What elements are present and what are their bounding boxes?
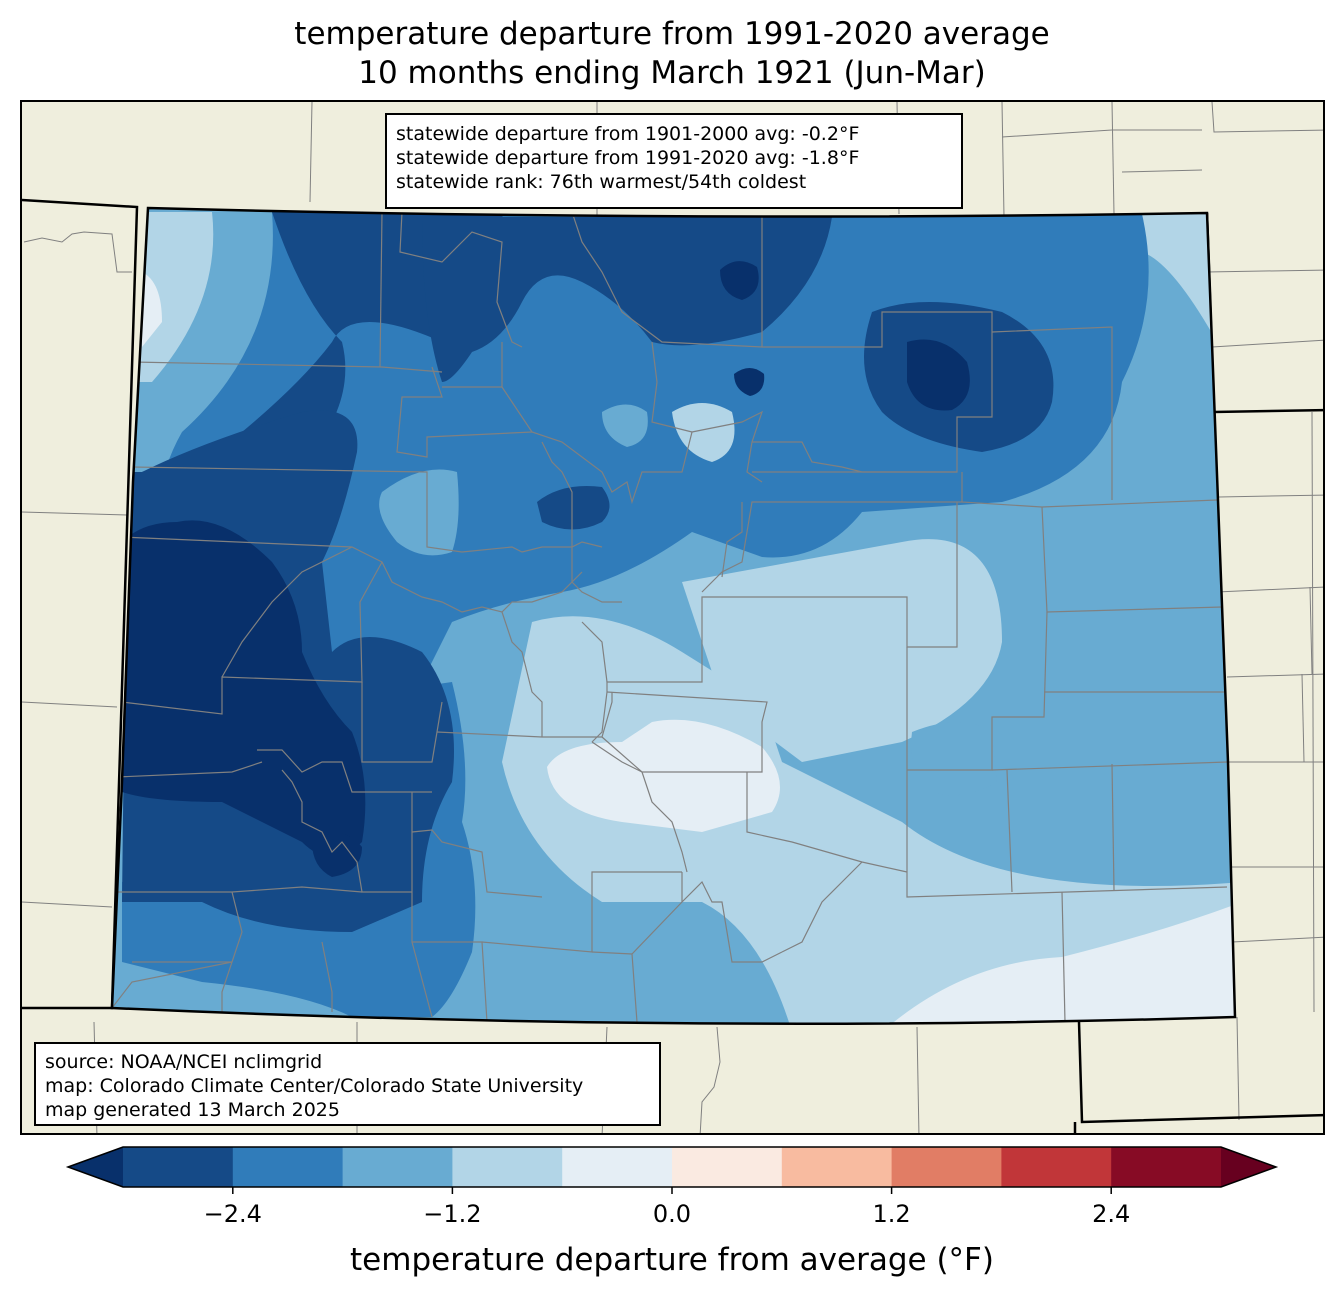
colorbar-segment <box>1001 1147 1112 1187</box>
source-map-line: map: Colorado Climate Center/Colorado St… <box>45 1075 584 1097</box>
colorado-anomaly-map <box>22 102 1323 1133</box>
colorbar-outline <box>65 1146 1279 1188</box>
colorado-outline <box>110 206 1237 1025</box>
stats-rank: statewide rank: 76th warmest/54th coldes… <box>396 171 807 193</box>
colorbar-segment <box>891 1147 1002 1187</box>
colorbar-segment <box>232 1147 344 1187</box>
colorbar-tick-label: 0.0 <box>653 1200 691 1228</box>
colorbar-tick-label: 1.2 <box>873 1200 911 1228</box>
colorbar: −2.4 −1.2 0.0 1.2 2.4 <box>65 1146 1279 1228</box>
colorbar-segment <box>1111 1147 1222 1187</box>
county-lines <box>112 211 1228 1023</box>
colorbar-segment <box>781 1147 893 1187</box>
colorbar-segment <box>342 1147 453 1187</box>
source-generated-line: map generated 13 March 2025 <box>45 1099 340 1121</box>
colorbar-tick-label: 2.4 <box>1092 1200 1130 1228</box>
stats-departure-1991-2020: statewide departure from 1991-2020 avg: … <box>396 147 860 169</box>
map-panel: statewide departure from 1901-2000 avg: … <box>20 100 1325 1135</box>
colorbar-over-arrow <box>1221 1147 1276 1187</box>
statewide-stats-box: statewide departure from 1901-2000 avg: … <box>385 113 963 209</box>
source-box: source: NOAA/NCEI nclimgrid map: Colorad… <box>34 1042 661 1126</box>
colorbar-tick-label: −2.4 <box>204 1200 262 1228</box>
map-title-line2: 10 months ending March 1921 (Jun-Mar) <box>358 55 986 91</box>
colorbar-under-arrow <box>68 1147 123 1187</box>
colorbar-ticks: −2.4 −1.2 0.0 1.2 2.4 <box>204 1187 1130 1228</box>
colorbar-segment <box>562 1147 673 1187</box>
stats-departure-1901-2000: statewide departure from 1901-2000 avg: … <box>396 123 860 145</box>
colorbar-segment <box>123 1147 234 1187</box>
anomaly-field <box>112 208 1235 1024</box>
map-title-line1: temperature departure from 1991-2020 ave… <box>294 16 1050 52</box>
colorbar-tick-label: −1.2 <box>423 1200 481 1228</box>
colorbar-segment <box>452 1147 563 1187</box>
source-data-line: source: NOAA/NCEI nclimgrid <box>45 1051 323 1073</box>
colorbar-segment <box>672 1147 783 1187</box>
colorbar-segments <box>65 1146 1279 1188</box>
colorbar-label: temperature departure from average (°F) <box>350 1242 994 1278</box>
